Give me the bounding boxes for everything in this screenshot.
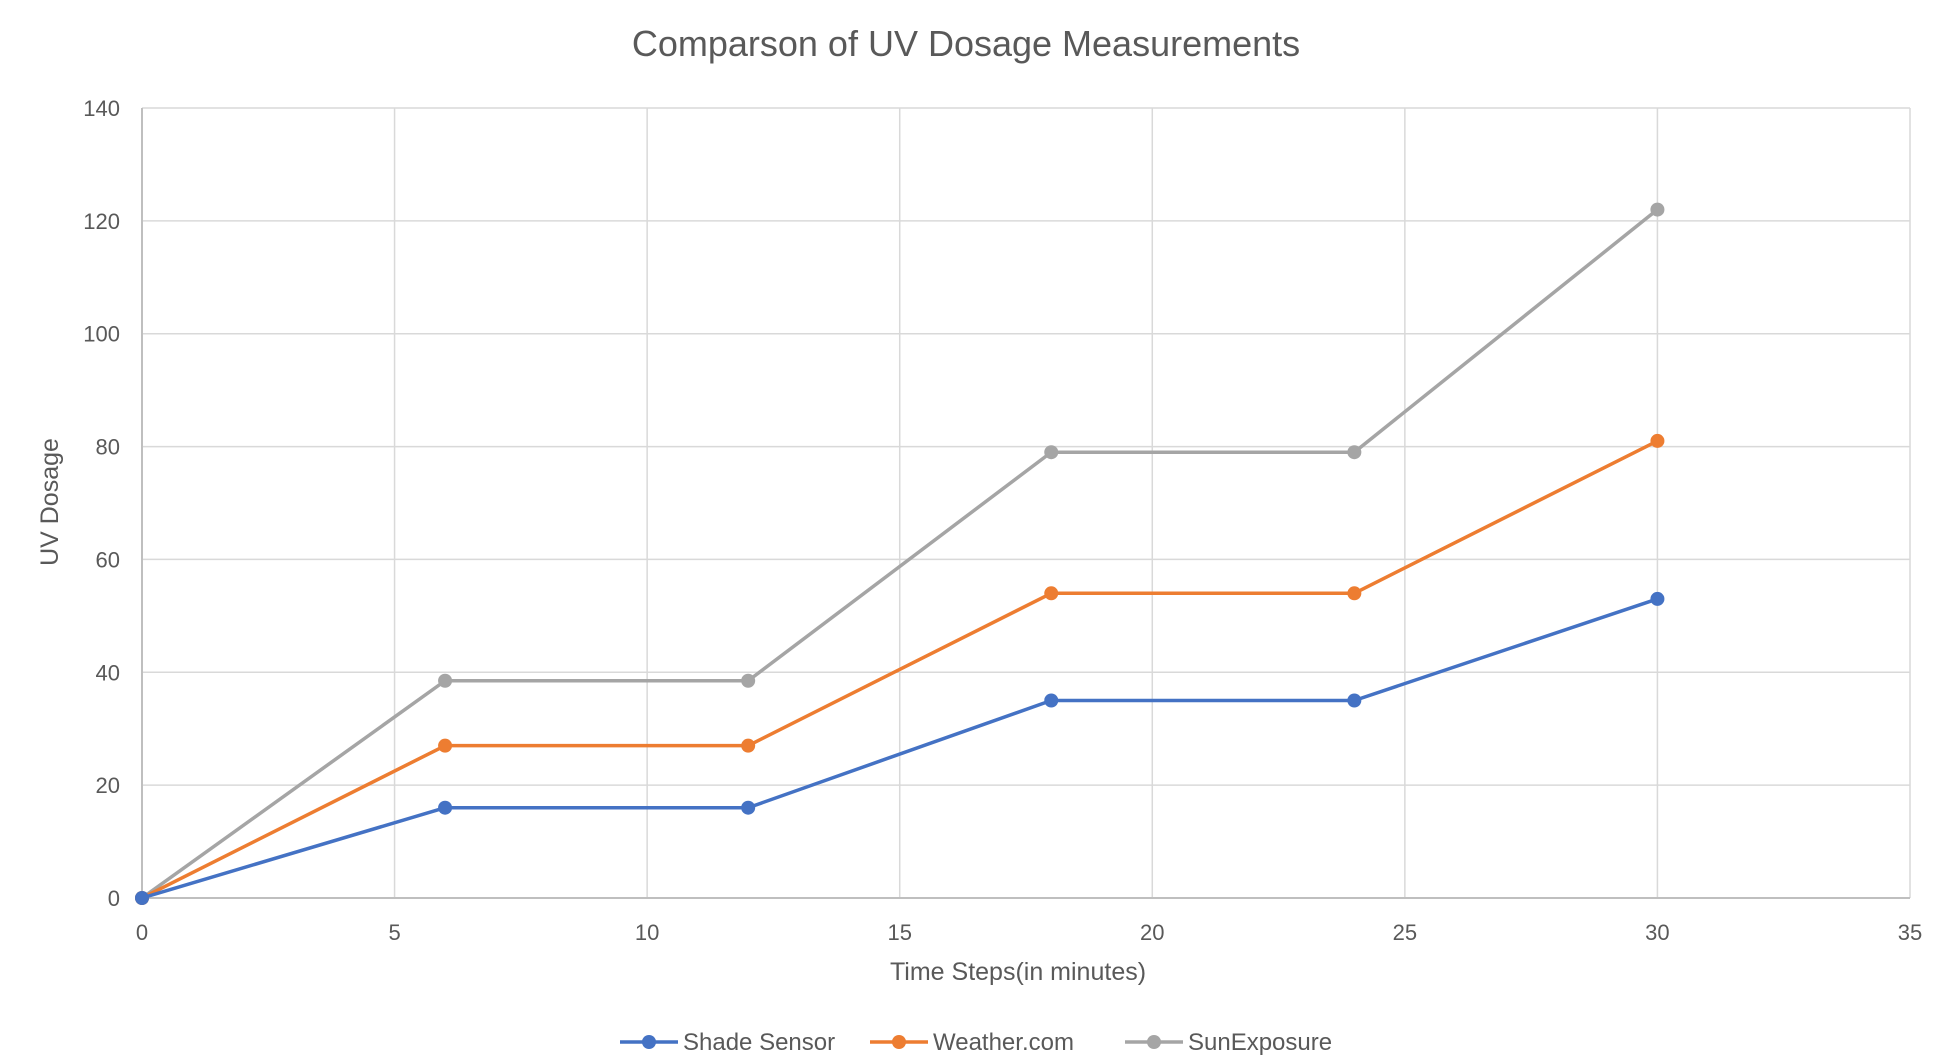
x-tick-label: 15 (887, 920, 911, 945)
series-shade-sensor (135, 591, 1665, 905)
x-tick-label: 5 (388, 920, 400, 945)
series-line (140, 597, 1660, 900)
y-tick-label: 0 (108, 886, 120, 911)
data-point (741, 738, 756, 753)
data-point (1650, 591, 1665, 606)
x-tick-label: 25 (1393, 920, 1417, 945)
series-lines (135, 202, 1665, 905)
data-point (741, 673, 756, 688)
y-tick-label: 60 (96, 547, 120, 572)
tick-labels: 0 20 40 60 80 100 120 140 0 5 10 15 20 25 30 35 (83, 96, 1922, 945)
data-point (1650, 433, 1665, 448)
gridlines (142, 107, 1911, 898)
data-point (1347, 586, 1362, 601)
legend-label: Weather.com (933, 1029, 1074, 1056)
legend-label: SunExposure (1188, 1029, 1332, 1056)
data-point (438, 673, 453, 688)
legend-item: Weather.com (870, 1029, 1074, 1056)
data-point (1347, 693, 1362, 708)
data-point (438, 738, 453, 753)
series-line (140, 439, 1660, 900)
data-point (1044, 445, 1059, 460)
chart-title: Comparson of UV Dosage Measurements (632, 23, 1300, 64)
y-axis-title: UV Dosage (36, 438, 64, 566)
y-tick-label: 120 (83, 209, 120, 234)
legend-dot-marker (1147, 1035, 1161, 1049)
x-axis-title: Time Steps(in minutes) (890, 958, 1146, 986)
data-point (438, 800, 453, 815)
x-tick-label: 20 (1140, 920, 1164, 945)
legend: Shade Sensor Weather.com SunExposure (620, 1029, 1332, 1056)
legend-item: Shade Sensor (620, 1029, 835, 1056)
x-tick-label: 30 (1645, 920, 1669, 945)
data-point (135, 891, 149, 905)
x-tick-label: 10 (635, 920, 659, 945)
x-tick-label: 0 (136, 920, 148, 945)
data-point (1650, 202, 1665, 217)
data-point (741, 800, 756, 815)
y-tick-label: 20 (96, 773, 120, 798)
legend-dot-marker (892, 1035, 906, 1049)
y-tick-label: 140 (83, 96, 120, 121)
data-point (1044, 586, 1059, 601)
legend-label: Shade Sensor (683, 1029, 835, 1056)
y-tick-label: 80 (96, 435, 120, 460)
axes (141, 108, 1910, 899)
y-tick-label: 100 (83, 322, 120, 347)
legend-item: SunExposure (1125, 1029, 1332, 1056)
y-tick-label: 40 (96, 660, 120, 685)
data-point (1044, 693, 1059, 708)
series-line (140, 207, 1660, 900)
x-tick-label: 35 (1898, 920, 1922, 945)
data-point (1347, 445, 1362, 460)
legend-dot-marker (642, 1035, 656, 1049)
